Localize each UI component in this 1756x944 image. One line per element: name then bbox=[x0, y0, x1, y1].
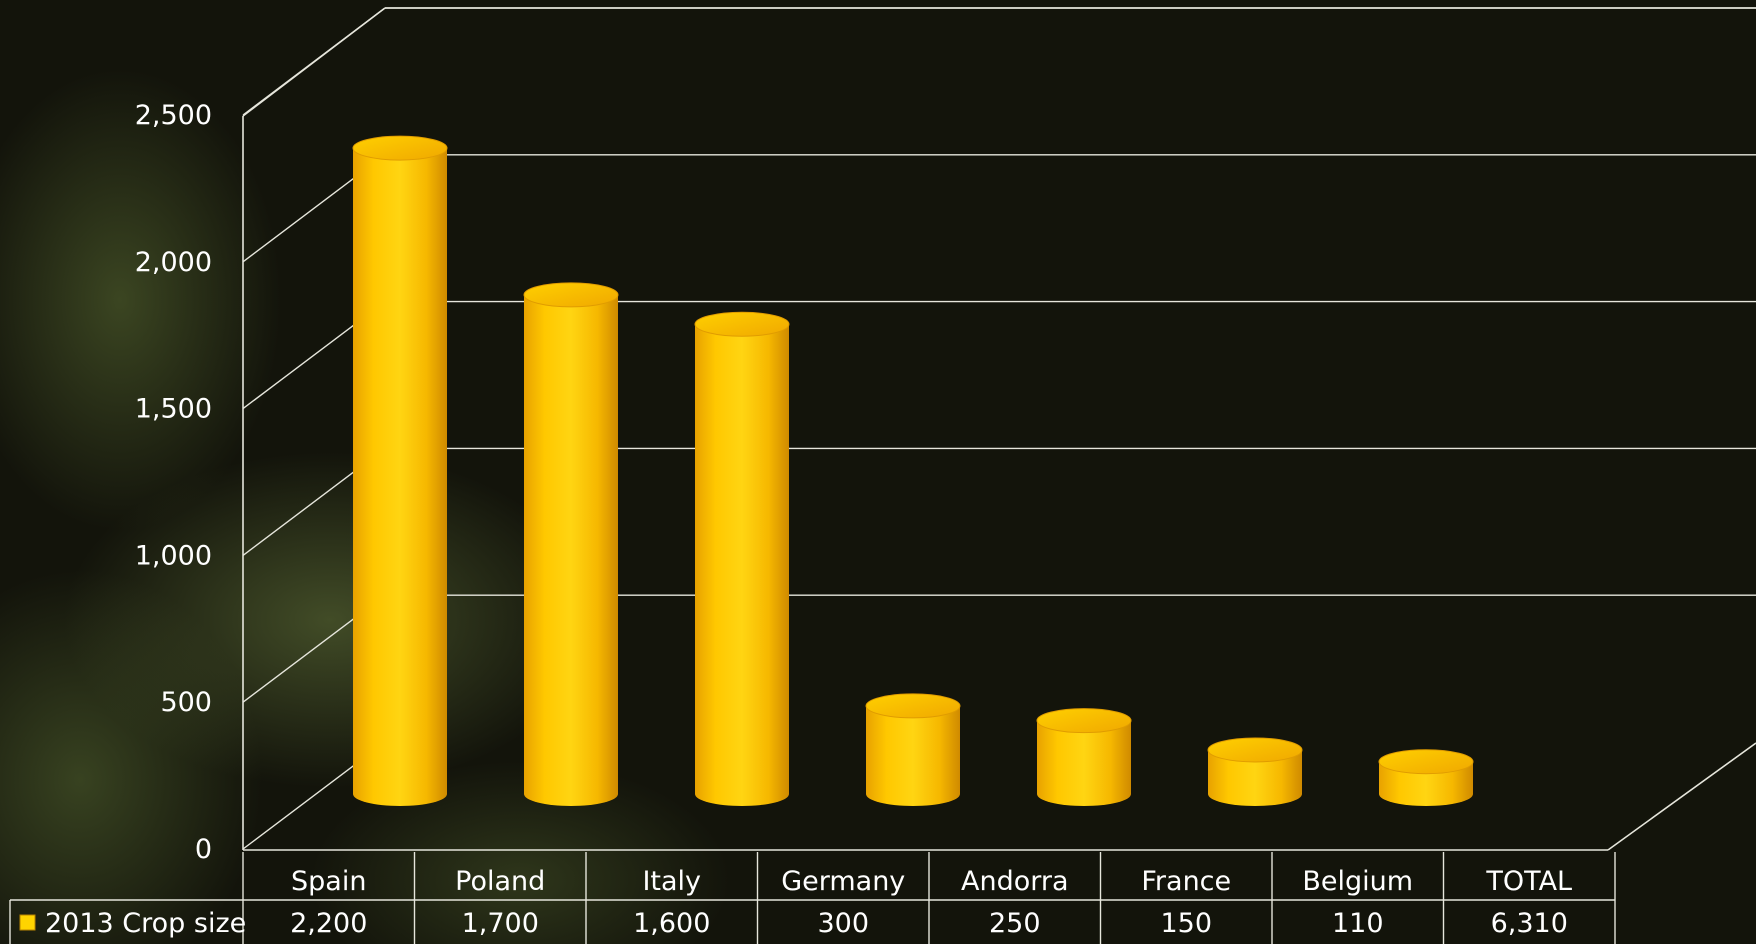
x-tick-label: France bbox=[1141, 866, 1231, 897]
data-label: 300 bbox=[817, 908, 869, 939]
data-label: 1,700 bbox=[462, 908, 539, 939]
bar-body bbox=[1208, 749, 1302, 806]
floor-right-edge bbox=[1607, 742, 1756, 851]
bar-body bbox=[1037, 720, 1131, 806]
y-tick-label: 1,000 bbox=[135, 540, 212, 571]
bar bbox=[352, 135, 448, 806]
x-tick-label: Germany bbox=[781, 866, 905, 897]
gridline-side bbox=[242, 7, 386, 116]
bar-body bbox=[524, 294, 618, 806]
bar-body bbox=[866, 705, 960, 806]
data-label: 2,200 bbox=[290, 908, 367, 939]
y-tick-label: 500 bbox=[160, 687, 212, 718]
data-label: 1,600 bbox=[633, 908, 710, 939]
y-tick-label: 2,500 bbox=[135, 100, 212, 131]
x-tick-label: Spain bbox=[291, 866, 366, 897]
y-tick-label: 2,000 bbox=[135, 247, 212, 278]
bar-body bbox=[1379, 761, 1473, 806]
bar-top bbox=[694, 311, 790, 337]
bar bbox=[1378, 749, 1474, 806]
bar-top bbox=[1036, 708, 1132, 734]
bar-top bbox=[865, 693, 961, 719]
legend-marker bbox=[19, 914, 36, 931]
bar-top bbox=[1378, 749, 1474, 775]
bar bbox=[1036, 708, 1132, 806]
data-label: 250 bbox=[989, 908, 1041, 939]
x-tick-label: Italy bbox=[642, 866, 701, 897]
bar-body bbox=[353, 148, 447, 806]
x-tick-label: Poland bbox=[455, 866, 545, 897]
y-tick-label: 1,500 bbox=[135, 394, 212, 425]
data-label: 150 bbox=[1160, 908, 1212, 939]
bars-layer bbox=[352, 135, 1474, 806]
bar-top bbox=[352, 135, 448, 161]
x-tick-label: Andorra bbox=[961, 866, 1069, 897]
bar-body bbox=[695, 324, 789, 806]
legend-label: 2013 Crop size bbox=[45, 908, 246, 939]
x-tick-label: TOTAL bbox=[1485, 866, 1572, 897]
bar bbox=[694, 311, 790, 806]
bar-top bbox=[523, 282, 619, 308]
data-table: Spain Poland Italy Germany Andorra France Belg… bbox=[9, 852, 1616, 944]
bar bbox=[523, 282, 619, 806]
data-label: 110 bbox=[1332, 908, 1384, 939]
bar bbox=[865, 693, 961, 806]
x-tick-label: Belgium bbox=[1302, 866, 1413, 897]
data-label: 6,310 bbox=[1491, 908, 1568, 939]
y-tick-label: 0 bbox=[195, 834, 212, 865]
bar-top bbox=[1207, 737, 1303, 763]
bar bbox=[1207, 737, 1303, 806]
